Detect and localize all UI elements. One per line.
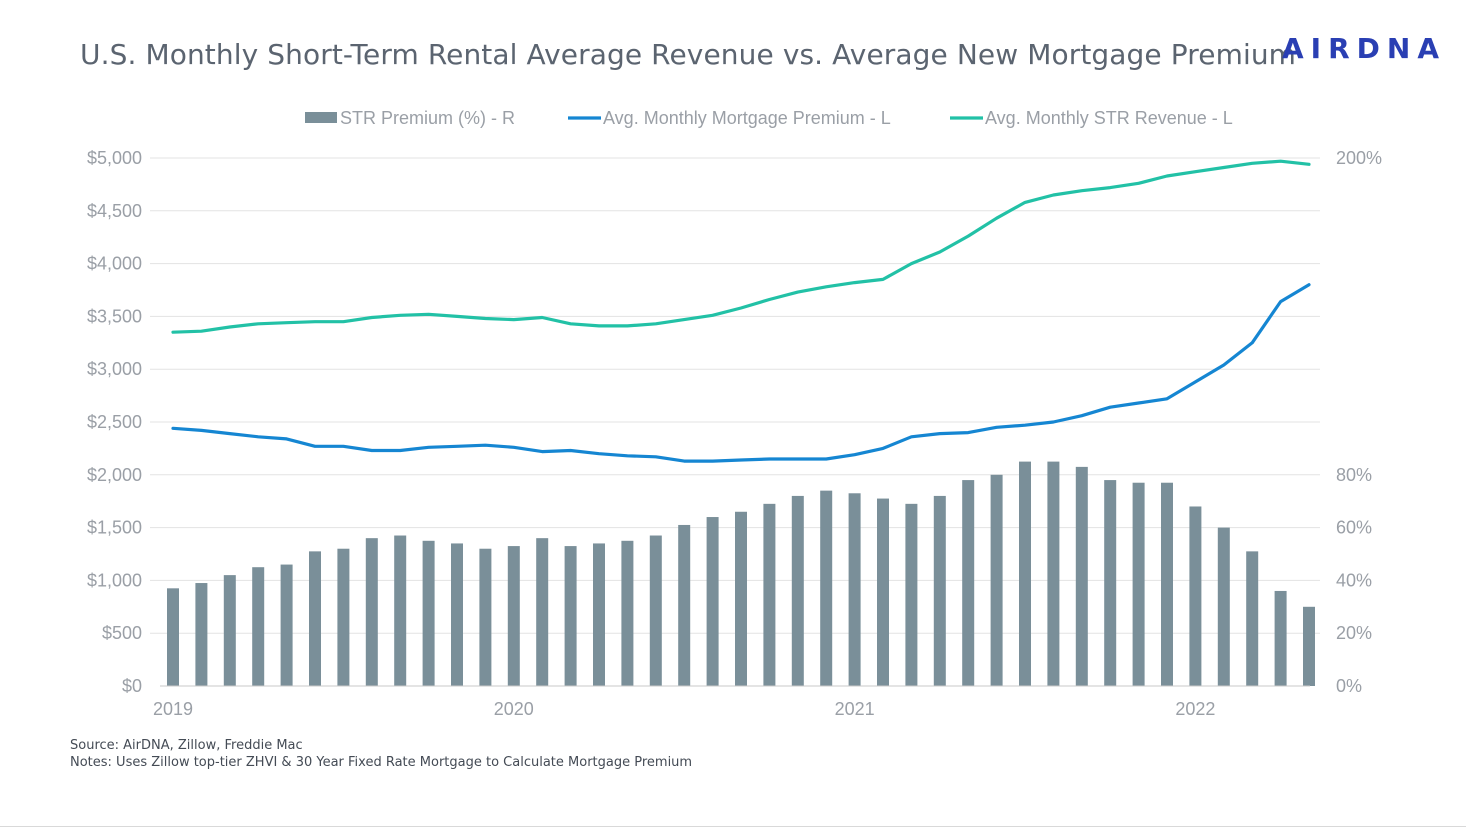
- x-tick-label: 2021: [835, 699, 875, 719]
- bar: [678, 524, 691, 686]
- y-left-tick-label: $4,500: [87, 201, 142, 221]
- bar: [365, 538, 378, 686]
- chart-svg: $0 $500 $1,000 $1,500 $2,000 $2,500 $3,000 $3,5…: [87, 108, 1382, 719]
- bar: [990, 474, 1003, 686]
- bar: [962, 480, 975, 686]
- bar: [905, 503, 918, 686]
- y-left-tick-label: $4,000: [87, 254, 142, 274]
- x-tick-label: 2020: [494, 699, 534, 719]
- source-note: Source: AirDNA, Zillow, Freddie Mac: [70, 738, 303, 753]
- legend-item-mortgage-premium: Avg. Monthly Mortgage Premium - L: [568, 108, 891, 128]
- chart-title: U.S. Monthly Short-Term Rental Average R…: [80, 38, 1297, 71]
- y-right-tick-label: 20%: [1336, 623, 1372, 643]
- axes: $0 $500 $1,000 $1,500 $2,000 $2,500 $3,000 $3,5…: [87, 148, 1382, 719]
- bar: [1246, 551, 1259, 686]
- legend: STR Premium (%) - R Avg. Monthly Mortgage…: [305, 108, 1233, 128]
- line-str-revenue: [171, 159, 1311, 334]
- y-right-tick-label: 0%: [1336, 676, 1362, 696]
- y-right-tick-label: 60%: [1336, 518, 1372, 538]
- bar: [223, 575, 236, 686]
- bar: [1047, 461, 1060, 686]
- legend-swatch: [305, 112, 337, 123]
- airdna-logo: AIRDNA: [1282, 32, 1446, 65]
- legend-label: Avg. Monthly STR Revenue - L: [985, 108, 1233, 128]
- bar: [252, 567, 265, 686]
- y-left-tick-label: $1,000: [87, 570, 142, 590]
- y-left-tick-label: $5,000: [87, 148, 142, 168]
- legend-label: STR Premium (%) - R: [340, 108, 515, 128]
- bar: [280, 564, 293, 686]
- bar: [877, 498, 889, 686]
- bar: [621, 540, 634, 686]
- bar: [791, 495, 804, 686]
- bar: [1217, 527, 1230, 686]
- bar: [536, 538, 549, 686]
- bar: [820, 490, 833, 686]
- bar: [167, 588, 179, 686]
- bar: [394, 535, 407, 686]
- bar: [1189, 506, 1202, 686]
- bar: [735, 511, 747, 686]
- bar-series-str-premium: [167, 461, 1315, 686]
- line-series: [171, 159, 1311, 463]
- bar: [1303, 606, 1315, 686]
- bar: [1019, 461, 1031, 686]
- bar: [706, 517, 719, 686]
- bar: [649, 535, 662, 686]
- x-tick-label: 2022: [1175, 699, 1215, 719]
- y-left-tick-label: $3,000: [87, 359, 142, 379]
- bar: [1075, 466, 1088, 686]
- y-left-tick-label: $3,500: [87, 306, 142, 326]
- y-right-tick-label: 80%: [1336, 465, 1372, 485]
- legend-item-str-premium: STR Premium (%) - R: [305, 108, 515, 128]
- bar: [564, 546, 577, 686]
- bar: [1161, 482, 1173, 686]
- bar: [933, 495, 946, 686]
- legend-label: Avg. Monthly Mortgage Premium - L: [603, 108, 891, 128]
- bar: [763, 503, 776, 686]
- y-left-tick-label: $1,500: [87, 518, 142, 538]
- bar: [1274, 590, 1287, 686]
- bar: [593, 543, 605, 686]
- line-mortgage-premium: [171, 283, 1311, 463]
- bar: [337, 548, 350, 686]
- y-right-tick-label: 40%: [1336, 570, 1372, 590]
- y-left-tick-label: $2,000: [87, 465, 142, 485]
- y-left-tick-label: $500: [102, 623, 142, 643]
- bar: [422, 540, 435, 686]
- bar: [451, 543, 463, 686]
- legend-item-str-revenue: Avg. Monthly STR Revenue - L: [950, 108, 1233, 128]
- bar: [1132, 482, 1145, 686]
- bar: [848, 493, 861, 686]
- bottom-divider: [0, 826, 1466, 827]
- y-right-tick-label: 200%: [1336, 148, 1382, 168]
- x-tick-label: 2019: [153, 699, 193, 719]
- y-left-tick-label: $0: [122, 676, 142, 696]
- bar: [507, 546, 520, 686]
- bar: [309, 551, 321, 686]
- y-left-tick-label: $2,500: [87, 412, 142, 432]
- bar: [479, 548, 492, 686]
- bar: [195, 583, 208, 686]
- methodology-note: Notes: Uses Zillow top-tier ZHVI & 30 Ye…: [70, 755, 693, 770]
- bar: [1104, 480, 1117, 686]
